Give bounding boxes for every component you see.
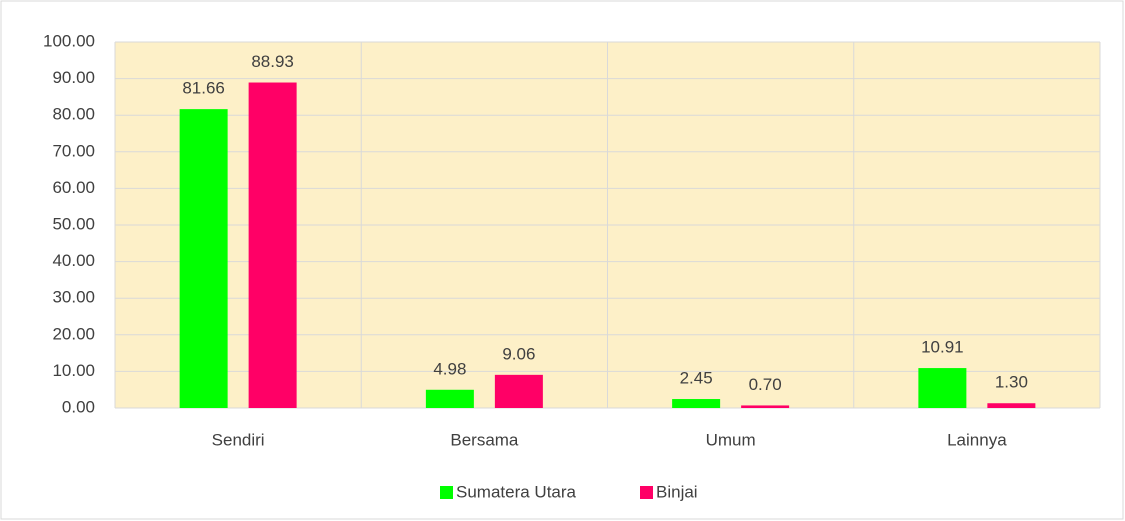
x-tick-label: Umum [706, 430, 756, 449]
x-tick-label: Sendiri [212, 430, 265, 449]
bar [179, 109, 228, 409]
bar [741, 405, 790, 408]
y-tick-label: 0.00 [62, 397, 95, 416]
y-tick-label: 70.00 [52, 141, 95, 160]
value-label: 9.06 [502, 344, 535, 363]
bar [248, 82, 297, 408]
y-tick-label: 60.00 [52, 178, 95, 197]
value-label: 10.91 [921, 338, 964, 357]
bar [672, 399, 721, 408]
legend-swatch [640, 486, 653, 499]
x-tick-label: Bersama [450, 430, 519, 449]
bar [987, 403, 1036, 408]
value-label: 1.30 [995, 373, 1028, 392]
legend-label: Sumatera Utara [456, 482, 577, 501]
y-tick-label: 100.00 [43, 31, 95, 50]
bar [494, 374, 543, 408]
y-tick-label: 30.00 [52, 288, 95, 307]
y-tick-label: 90.00 [52, 68, 95, 87]
value-label: 4.98 [433, 359, 466, 378]
y-tick-label: 20.00 [52, 324, 95, 343]
y-tick-label: 50.00 [52, 214, 95, 233]
y-tick-label: 10.00 [52, 361, 95, 380]
legend-label: Binjai [656, 482, 698, 501]
bar [918, 368, 967, 408]
y-tick-label: 80.00 [52, 105, 95, 124]
value-label: 88.93 [251, 52, 294, 71]
bar [425, 389, 474, 408]
value-label: 0.70 [749, 375, 782, 394]
y-tick-label: 40.00 [52, 251, 95, 270]
value-label: 2.45 [680, 369, 713, 388]
legend-swatch [440, 486, 453, 499]
x-tick-label: Lainnya [947, 430, 1007, 449]
value-label: 81.66 [182, 79, 225, 98]
